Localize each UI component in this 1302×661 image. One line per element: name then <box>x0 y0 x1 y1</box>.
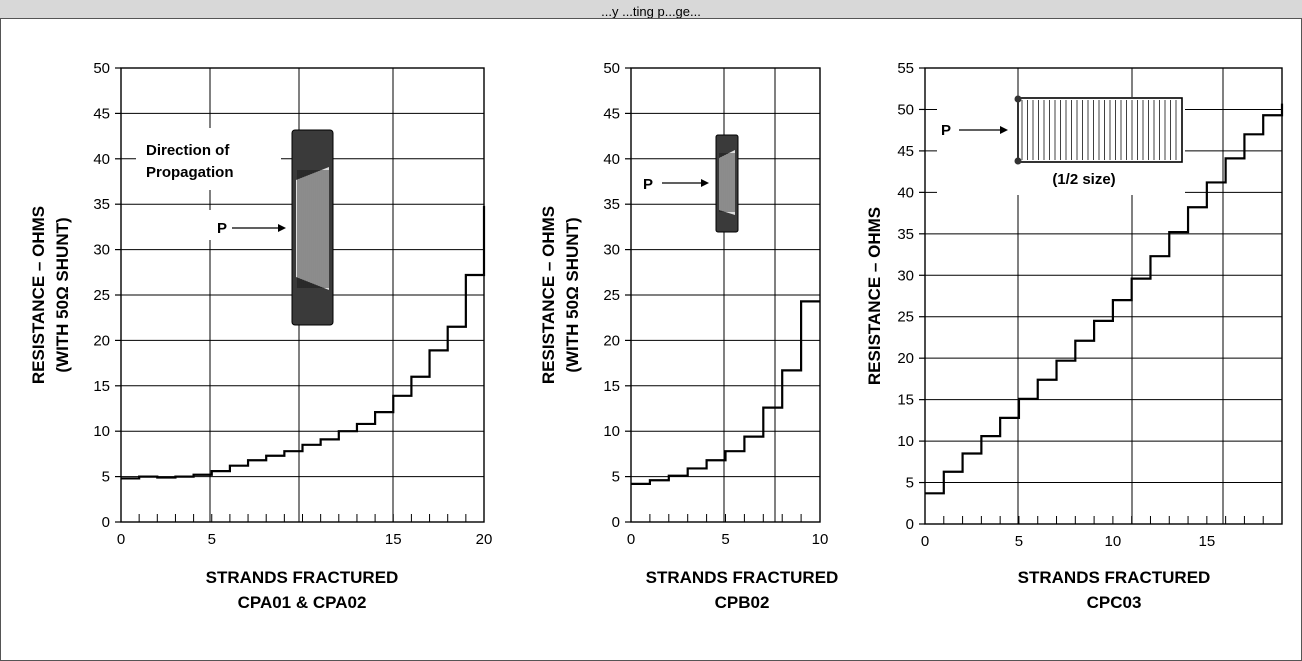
y-axis-title: RESISTANCE – OHMS <box>865 207 884 385</box>
label-mask <box>208 210 263 240</box>
header-bar: ...y ...ting p...ge... <box>0 0 1302 19</box>
x-tick-label: 15 <box>385 531 402 548</box>
y-tick-label: 20 <box>93 332 110 349</box>
y-tick-label: 25 <box>897 309 914 326</box>
y-tick-label: 30 <box>93 242 110 259</box>
y-tick-label: 10 <box>603 423 620 440</box>
y-tick-label: 30 <box>603 242 620 259</box>
x-axis-title: STRANDS FRACTURED <box>1018 568 1211 587</box>
y-axis-title: (WITH 50Ω SHUNT) <box>563 217 582 372</box>
y-tick-label: 0 <box>102 514 110 531</box>
chart-cpb: 0 5 10 15 20 25 30 35 40 45 50 0 5 10 STRANDS FRACTURE… <box>539 60 838 612</box>
series-step-line <box>631 300 820 485</box>
chart-cpc: 0 5 10 15 20 25 30 35 40 45 50 55 0 5 10 15 STRANDS FRAC… <box>865 60 1284 612</box>
annotation-direction: Direction of <box>146 142 230 159</box>
y-axis-title: RESISTANCE – OHMS <box>29 206 48 384</box>
y-tick-label: 5 <box>612 469 620 486</box>
annotation-p: P <box>643 176 653 193</box>
y-tick-label: 45 <box>93 105 110 122</box>
annotation-p: P <box>217 220 227 237</box>
y-tick-label: 50 <box>93 60 110 77</box>
chart-subtitle: CPC03 <box>1087 593 1142 612</box>
y-tick-label: 35 <box>897 226 914 243</box>
annotation-p: P <box>941 122 951 139</box>
y-tick-label: 25 <box>93 287 110 304</box>
series-step-line <box>925 103 1284 495</box>
y-tick-label: 0 <box>612 514 620 531</box>
y-tick-label: 45 <box>897 143 914 160</box>
chart-cpa: 0 5 10 15 20 25 30 35 40 45 50 0 5 15 20 STRANDS FRACTU… <box>29 60 492 612</box>
y-tick-label: 50 <box>897 101 914 118</box>
y-axis-title: RESISTANCE – OHMS <box>539 206 558 384</box>
x-tick-label: 0 <box>117 531 125 548</box>
series-step-line <box>121 206 486 480</box>
x-tick-label: 10 <box>812 531 829 548</box>
x-tick-label: 0 <box>921 533 929 550</box>
y-tick-label: 40 <box>897 184 914 201</box>
y-tick-label: 10 <box>93 423 110 440</box>
y-axis-title: (WITH 50Ω SHUNT) <box>53 217 72 372</box>
x-tick-label: 20 <box>476 531 493 548</box>
y-tick-label: 35 <box>93 196 110 213</box>
y-tick-label: 20 <box>897 350 914 367</box>
y-tick-label: 40 <box>93 151 110 168</box>
y-tick-label: 15 <box>897 392 914 409</box>
chart-subtitle: CPB02 <box>715 593 770 612</box>
annotation-size: (1/2 size) <box>1052 171 1115 188</box>
x-tick-label: 10 <box>1105 533 1122 550</box>
x-tick-label: 0 <box>627 531 635 548</box>
y-tick-label: 15 <box>93 378 110 395</box>
y-tick-label: 5 <box>102 469 110 486</box>
label-mask <box>136 128 281 190</box>
x-tick-label: 5 <box>721 531 729 548</box>
y-tick-label: 55 <box>897 60 914 77</box>
x-axis-title: STRANDS FRACTURED <box>646 568 839 587</box>
y-tick-label: 50 <box>603 60 620 77</box>
y-tick-label: 5 <box>906 475 914 492</box>
chart-subtitle: CPA01 & CPA02 <box>238 593 367 612</box>
arrow-head <box>278 224 286 232</box>
gauge-grid-bg <box>719 150 735 215</box>
plot-frame <box>924 67 1283 525</box>
x-tick-label: 5 <box>208 531 216 548</box>
annotation-propagation: Propagation <box>146 164 234 181</box>
header-text: ...y ...ting p...ge... <box>601 4 701 19</box>
y-tick-label: 20 <box>603 332 620 349</box>
y-tick-label: 40 <box>603 151 620 168</box>
x-tick-label: 5 <box>1015 533 1023 550</box>
y-tick-label: 30 <box>897 267 914 284</box>
arrow-head <box>701 179 709 187</box>
arrow-head <box>1000 126 1008 134</box>
x-axis-title: STRANDS FRACTURED <box>206 568 399 587</box>
solder-tab <box>1014 95 1022 103</box>
y-tick-label: 15 <box>603 378 620 395</box>
y-tick-label: 25 <box>603 287 620 304</box>
y-tick-label: 45 <box>603 105 620 122</box>
y-tick-label: 0 <box>906 516 914 533</box>
y-tick-label: 35 <box>603 196 620 213</box>
x-tick-label: 15 <box>1198 533 1215 550</box>
gauge-body <box>1017 97 1183 163</box>
solder-tab <box>1014 157 1022 165</box>
y-tick-label: 10 <box>897 433 914 450</box>
